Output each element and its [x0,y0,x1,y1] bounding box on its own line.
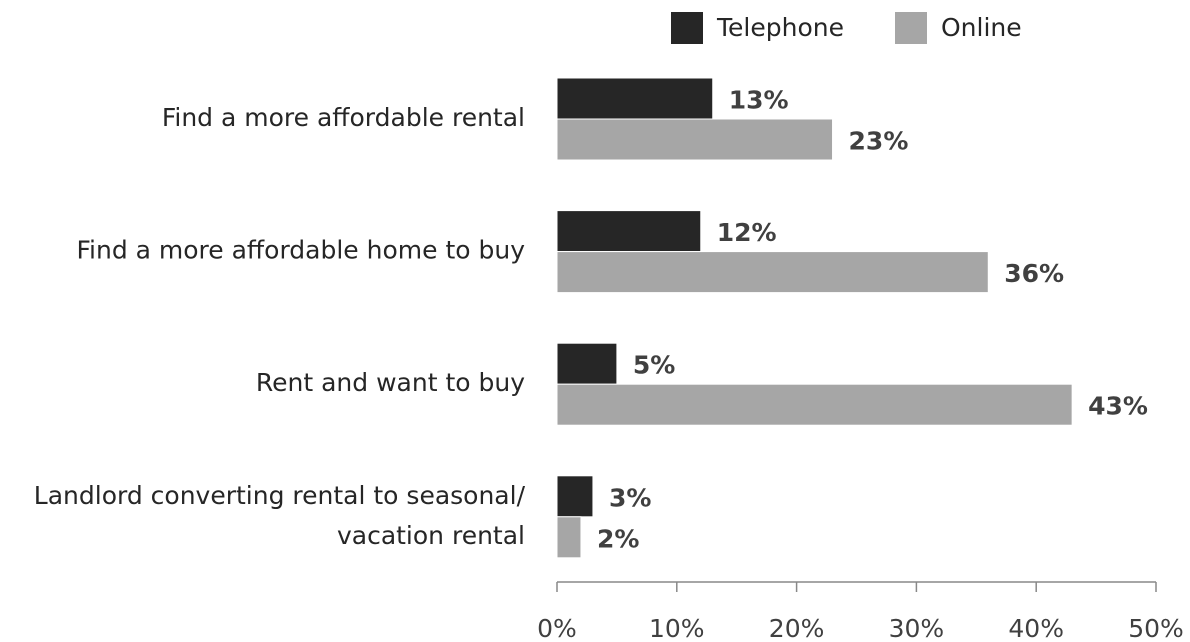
value-label: 36% [1004,259,1064,288]
bar [556,210,702,253]
x-tick-label: 20% [769,614,825,642]
category-label: Find a more affordable home to buy [76,236,525,265]
category-label: Rent and want to buy [256,368,525,397]
bar [556,342,618,385]
legend-swatch [671,12,703,44]
bar [556,516,582,559]
value-label: 13% [729,86,789,115]
x-tick-label: 40% [1008,614,1064,642]
bar [556,118,834,161]
value-label: 12% [717,218,777,247]
x-tick-label: 50% [1128,614,1184,642]
legend-label: Online [941,13,1022,42]
value-label: 23% [849,127,909,156]
bar [556,251,989,294]
legend-swatch [895,12,927,44]
bar [556,77,714,120]
x-tick-label: 0% [537,614,577,642]
category-label: Find a more affordable rental [162,103,525,132]
legend-label: Telephone [716,13,844,42]
x-tick-label: 30% [889,614,945,642]
value-label: 5% [633,351,675,380]
category-label: Landlord converting rental to seasonal/v… [34,481,526,550]
value-label: 43% [1088,392,1148,421]
bar [556,475,594,518]
value-label: 3% [609,483,651,512]
value-label: 2% [597,524,639,553]
bar [556,383,1073,426]
x-tick-label: 10% [649,614,705,642]
